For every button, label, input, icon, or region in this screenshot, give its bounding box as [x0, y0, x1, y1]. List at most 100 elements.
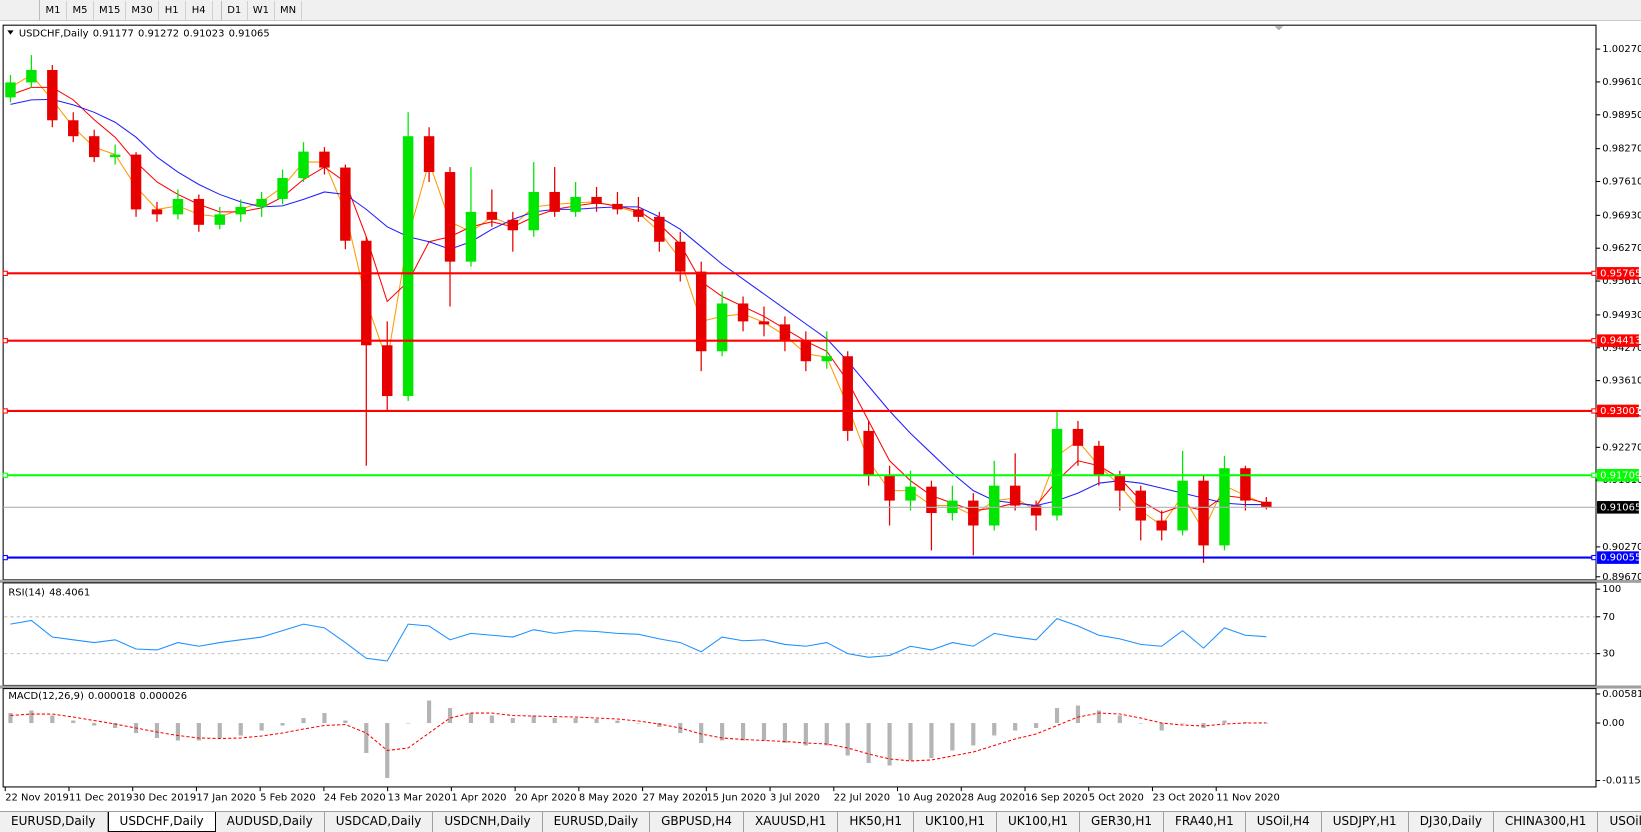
- candle-body: [1240, 468, 1251, 501]
- candle-body: [298, 151, 309, 179]
- x-tick-label: 24 Feb 2020: [324, 792, 386, 803]
- macd-bar: [929, 723, 934, 758]
- chart-tab[interactable]: FRA40,H1: [1164, 812, 1246, 832]
- timeframe-button[interactable]: M5: [67, 0, 94, 20]
- candle-body: [235, 206, 246, 215]
- macd-bar: [699, 723, 704, 743]
- timeframe-button[interactable]: W1: [248, 0, 275, 20]
- panel-separator: [0, 685, 1641, 689]
- candle-body: [633, 209, 644, 217]
- macd-bar: [343, 720, 348, 724]
- chart-tab[interactable]: UK100,H1: [914, 812, 997, 832]
- chart-tab[interactable]: AUDUSD,Daily: [216, 812, 325, 832]
- x-tick-label: 5 Feb 2020: [260, 792, 316, 803]
- level-handle: [2, 472, 8, 478]
- candle-body: [5, 82, 16, 98]
- chart-tab[interactable]: DJ30,Daily: [1409, 812, 1494, 832]
- header-value: 0.91272: [138, 29, 179, 40]
- candle-body: [1093, 445, 1105, 476]
- macd-bar: [426, 700, 432, 724]
- level-handle: [2, 338, 8, 344]
- level-label-box: [1597, 267, 1639, 280]
- macd-bar: [1180, 723, 1185, 724]
- candle-body: [381, 345, 393, 397]
- candle-body: [172, 198, 184, 215]
- macd-bar: [1222, 720, 1227, 724]
- candle-body: [68, 120, 79, 137]
- x-tick-label: 1 Apr 2020: [451, 792, 506, 803]
- macd-bar: [468, 713, 474, 724]
- level-label-box: [1597, 468, 1639, 482]
- candle-body: [821, 356, 833, 362]
- x-tick-label: 28 Aug 2020: [961, 792, 1025, 803]
- timeframe-button[interactable]: M1: [40, 0, 67, 20]
- level-label: 0.93001: [1600, 406, 1641, 417]
- candle-body: [277, 178, 288, 199]
- x-tick-label: 30 Dec 2019: [133, 792, 196, 803]
- chart-tab[interactable]: CHINA300,H1: [1494, 812, 1599, 832]
- candle-body: [1009, 485, 1021, 506]
- candle-body: [570, 196, 581, 212]
- chart-tab[interactable]: UK100,H1: [997, 812, 1081, 832]
- macd-bar: [71, 720, 76, 724]
- chart-tab[interactable]: USDJPY,H1: [1322, 812, 1409, 832]
- level-label: 0.94413: [1600, 336, 1641, 347]
- macd-bar: [1013, 723, 1018, 731]
- y-tick-label: 0.89670: [1602, 572, 1641, 583]
- indicator-value: 0.000026: [140, 691, 187, 702]
- candle-body: [800, 341, 812, 362]
- timeframe-button[interactable]: MN: [275, 0, 303, 20]
- chart-tab[interactable]: USOil,H1: [1598, 812, 1641, 832]
- macd-bar: [845, 723, 850, 756]
- y-tick-label: 0.98950: [1602, 110, 1641, 121]
- y-tick-label: 100: [1602, 584, 1621, 595]
- x-tick-label: 22 Jul 2020: [834, 792, 890, 803]
- candle-body: [1177, 480, 1188, 531]
- chart-tab[interactable]: GER30,H1: [1080, 812, 1164, 832]
- candle-body: [130, 154, 142, 210]
- timeframe-button[interactable]: H1: [159, 0, 186, 20]
- macd-bar: [447, 708, 453, 724]
- candle-body: [926, 486, 937, 514]
- macd-bar: [971, 723, 976, 746]
- y-tick-label: 70: [1602, 612, 1615, 623]
- chart-tab[interactable]: GBPUSD,H4: [650, 812, 744, 832]
- macd-bar: [406, 723, 411, 724]
- macd-bar: [8, 713, 13, 724]
- candle-body: [779, 324, 791, 342]
- level-handle: [1591, 270, 1597, 276]
- timeframe-button[interactable]: M15: [94, 0, 127, 20]
- y-tick-label: 0.95610: [1602, 276, 1641, 287]
- macd-bar: [824, 723, 829, 746]
- timeframe-button[interactable]: H4: [186, 0, 213, 20]
- level-handle: [1591, 554, 1597, 561]
- timeframe-button[interactable]: D1: [220, 0, 248, 20]
- panel-separator: [0, 579, 1641, 583]
- macd-bar: [217, 723, 222, 739]
- header-value: 0.91023: [183, 29, 224, 40]
- level-label: 0.90055: [1600, 553, 1641, 564]
- timeframe-button[interactable]: M30: [126, 0, 159, 20]
- chart-tab[interactable]: USDCAD,Daily: [325, 812, 434, 832]
- chart-tab[interactable]: HK50,H1: [838, 812, 914, 832]
- y-tick-label: 1.00270: [1602, 44, 1641, 55]
- macd-bar: [1054, 708, 1060, 724]
- toolbar-icon[interactable]: [0, 0, 40, 21]
- candle-body: [758, 321, 770, 325]
- candle-body: [1030, 505, 1042, 516]
- macd-bar: [1096, 710, 1101, 724]
- candle-body: [465, 211, 477, 262]
- chart-tab[interactable]: USDCNH,Daily: [433, 812, 543, 832]
- x-tick-label: 13 Mar 2020: [388, 792, 451, 803]
- level-label-box: [1597, 334, 1639, 347]
- chart-tab[interactable]: USOil,H4: [1246, 812, 1322, 832]
- chart-tab[interactable]: EURUSD,Daily: [0, 812, 108, 832]
- chart-tab[interactable]: XAUUSD,H1: [744, 812, 839, 832]
- macd-bar: [322, 713, 327, 724]
- chart-tab[interactable]: EURUSD,Daily: [543, 812, 651, 832]
- header-value: USDCHF,Daily: [19, 29, 89, 40]
- macd-bar: [280, 723, 285, 726]
- candle-body: [968, 500, 979, 526]
- chart-tab[interactable]: USDCHF,Daily: [107, 812, 216, 832]
